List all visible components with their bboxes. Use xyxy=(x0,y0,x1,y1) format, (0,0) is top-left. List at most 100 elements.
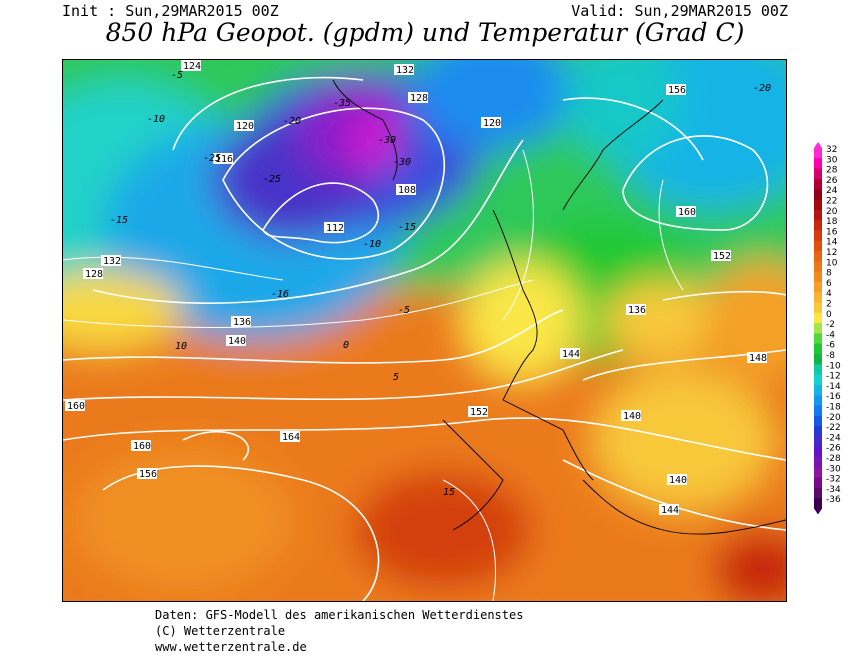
legend-swatch xyxy=(814,498,822,509)
legend-value: -24 xyxy=(826,433,841,443)
legend-swatch xyxy=(814,158,822,170)
temp-label-m15: -15 xyxy=(110,215,128,226)
temp-label-0: 0 xyxy=(343,340,349,351)
legend-value: 18 xyxy=(826,217,838,227)
legend-swatch xyxy=(814,477,822,489)
height-label-108: 108 xyxy=(396,184,416,196)
svg-text:136: 136 xyxy=(233,317,251,328)
legend-value: -20 xyxy=(826,413,841,423)
legend-swatch xyxy=(814,354,822,365)
temperature-contours xyxy=(63,149,684,601)
legend-value: -28 xyxy=(826,454,841,464)
height-label-140b: 140 xyxy=(621,410,641,422)
svg-text:160: 160 xyxy=(678,207,696,218)
temp-label-m10b: -10 xyxy=(363,239,381,250)
legend-value: -22 xyxy=(826,423,841,433)
legend-value: 0 xyxy=(826,310,832,320)
height-label-112: 112 xyxy=(324,222,344,234)
svg-text:124: 124 xyxy=(183,61,201,72)
coastlines xyxy=(332,79,786,535)
legend-value: 10 xyxy=(826,258,838,268)
legend-value: -8 xyxy=(826,351,835,361)
legend-swatch xyxy=(814,405,822,417)
temp-label-m16: -16 xyxy=(271,289,289,300)
height-label-132: 132 xyxy=(394,64,414,76)
temp-label-m30b: -30 xyxy=(393,157,411,168)
temp-label-m5: -5 xyxy=(171,70,183,81)
temp-label-m20: -20 xyxy=(283,116,301,127)
legend-swatch xyxy=(814,374,822,386)
svg-text:128: 128 xyxy=(85,269,103,280)
height-label-144b: 144 xyxy=(659,504,679,516)
height-label-136b: 136 xyxy=(626,304,646,316)
legend-value: 16 xyxy=(826,227,838,237)
legend-value: -14 xyxy=(826,382,841,392)
height-label-120: 120 xyxy=(234,120,254,132)
height-label-164: 164 xyxy=(280,431,300,443)
legend-swatch xyxy=(814,240,822,252)
legend-swatch xyxy=(814,395,822,406)
legend-value: 8 xyxy=(826,269,832,279)
legend-swatch xyxy=(814,261,822,273)
legend-labels: 32302826242220181614121086420-2-4-6-8-10… xyxy=(826,145,841,505)
legend-value: 2 xyxy=(826,300,832,310)
temp-label-m25b: -25 xyxy=(203,153,221,164)
height-label-160b: 160 xyxy=(131,440,151,452)
geopotential-contours xyxy=(63,76,786,601)
legend-swatch xyxy=(814,436,822,448)
svg-text:116: 116 xyxy=(215,154,233,165)
svg-text:160: 160 xyxy=(67,401,85,412)
temp-label-15: 15 xyxy=(443,487,455,498)
legend-value: -4 xyxy=(826,330,835,340)
legend-value: -30 xyxy=(826,464,841,474)
height-label-152: 152 xyxy=(468,406,488,418)
legend-swatch xyxy=(814,384,822,396)
legend-swatch xyxy=(814,302,822,314)
height-label-156b: 156 xyxy=(666,84,686,96)
credit-data-source: Daten: GFS-Modell des amerikanischen Wet… xyxy=(155,608,524,622)
height-label-120b: 120 xyxy=(481,117,501,129)
svg-text:128: 128 xyxy=(410,93,428,104)
legend-swatch xyxy=(814,292,822,303)
legend-arrow-bottom xyxy=(814,508,822,515)
height-label-160c: 160 xyxy=(676,206,696,218)
svg-text:152: 152 xyxy=(470,407,488,418)
svg-text:160: 160 xyxy=(133,441,151,452)
temperature-legend: 32 30 28 26 24 22 20 18 16 14 12 10 8 6 4 2 0 -2 -4 -6 -8 -10… xyxy=(812,142,850,515)
valid-time-label: Valid: Sun,29MAR2015 00Z xyxy=(571,2,788,20)
height-label-144: 144 xyxy=(560,348,580,360)
credit-website: www.wetterzentrale.de xyxy=(155,640,307,654)
legend-swatch xyxy=(814,178,822,190)
legend-value: 14 xyxy=(826,238,838,248)
svg-text:156: 156 xyxy=(139,469,157,480)
height-label-128b: 128 xyxy=(83,268,103,280)
svg-text:164: 164 xyxy=(282,432,300,443)
legend-value: 12 xyxy=(826,248,837,258)
legend-swatch xyxy=(814,426,822,437)
temp-label-m5b: -5 xyxy=(398,305,410,316)
svg-text:152: 152 xyxy=(713,251,731,262)
credit-copyright: (C) Wetterzentrale xyxy=(155,624,286,638)
legend-swatch xyxy=(814,323,822,334)
legend-value: 20 xyxy=(826,207,838,217)
legend-value: -16 xyxy=(826,392,841,402)
legend-swatch xyxy=(814,333,822,345)
legend-value: -6 xyxy=(826,341,835,351)
temp-label-m15b: -15 xyxy=(398,222,416,233)
legend-value: 32 xyxy=(826,145,837,155)
svg-text:140: 140 xyxy=(669,475,687,486)
height-labels: 124 132 128 120 116 108 112 132 128 136 … xyxy=(65,60,767,516)
temp-label-5: 5 xyxy=(393,372,399,383)
legend-swatch xyxy=(814,230,822,242)
legend-swatch xyxy=(814,457,822,468)
legend-value: -2 xyxy=(826,320,835,330)
temp-label-m35: -35 xyxy=(333,98,351,109)
legend-swatch xyxy=(814,415,822,427)
legend-swatch xyxy=(814,271,822,283)
legend-value: -34 xyxy=(826,485,841,495)
legend-color-bar xyxy=(814,142,822,515)
legend-swatch xyxy=(814,364,822,376)
height-label-160: 160 xyxy=(65,400,85,412)
height-label-132b: 132 xyxy=(101,255,121,267)
legend-swatch xyxy=(814,209,822,221)
